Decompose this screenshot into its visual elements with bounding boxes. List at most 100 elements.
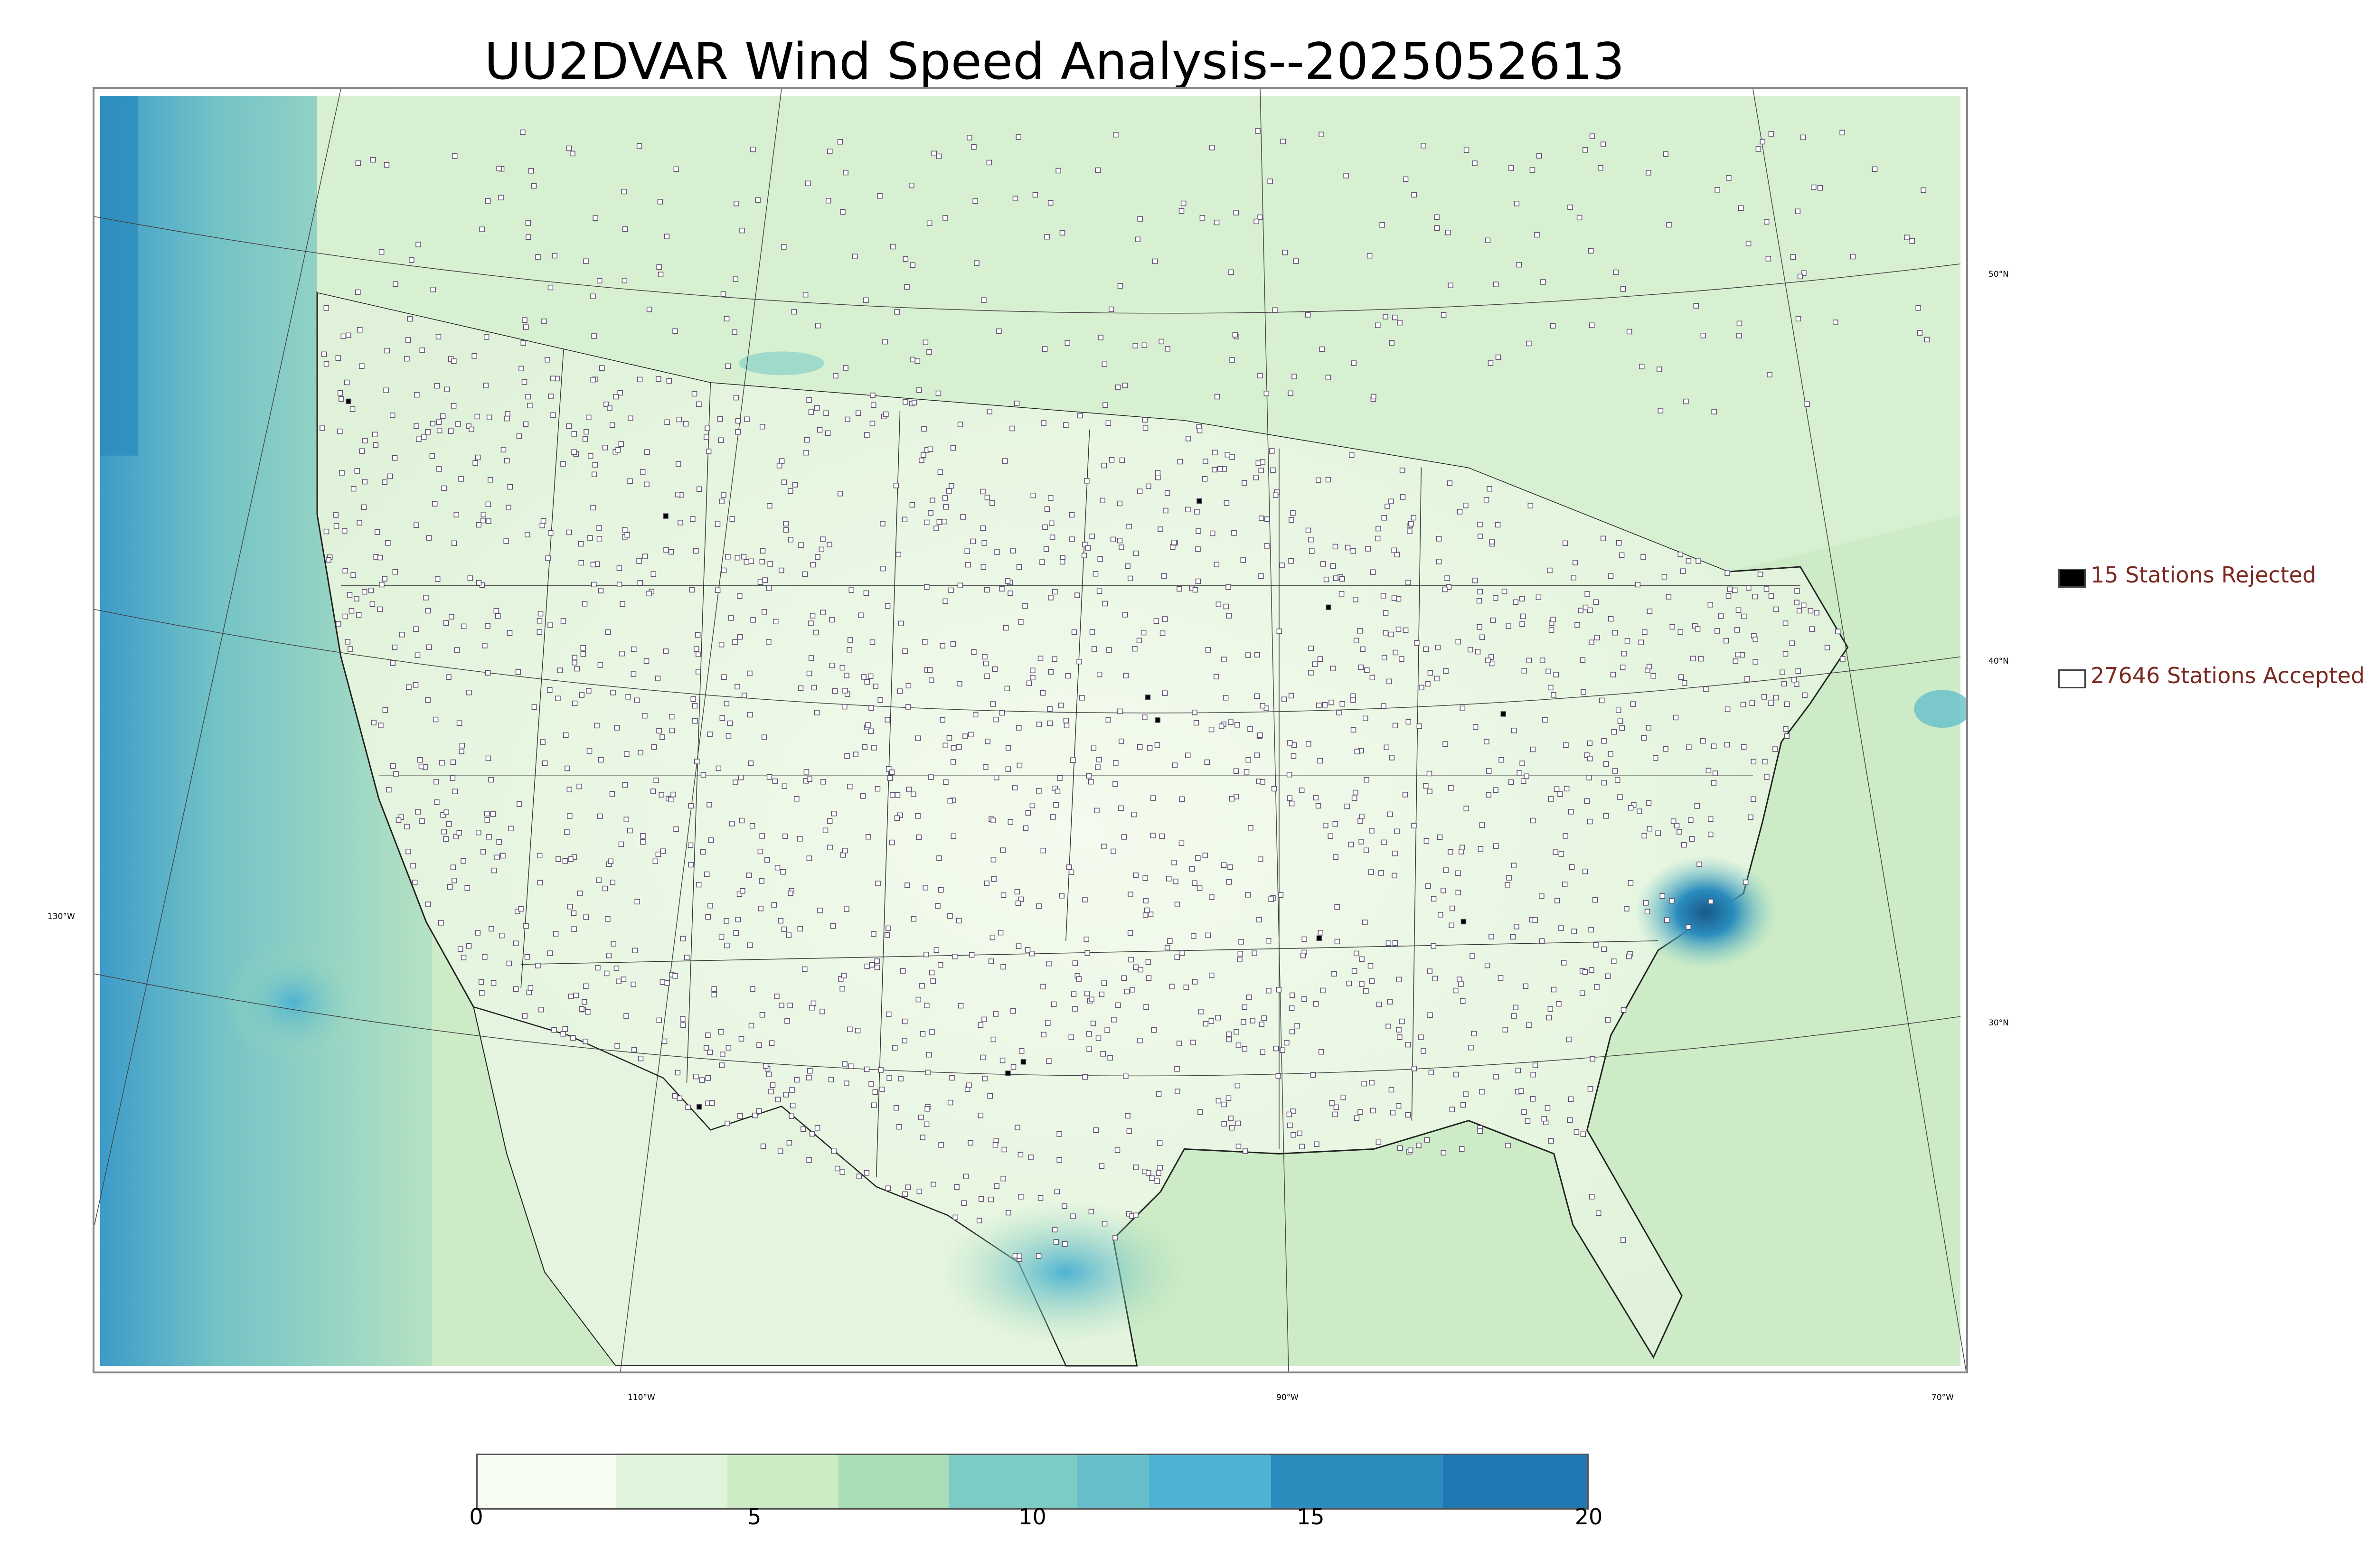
- station-marker: [838, 491, 843, 497]
- station-marker: [605, 916, 611, 922]
- station-marker: [1547, 567, 1553, 573]
- station-marker: [747, 670, 753, 676]
- station-marker: [940, 643, 945, 649]
- station-marker: [392, 569, 398, 575]
- station-marker: [1117, 500, 1123, 507]
- station-marker: [1091, 646, 1097, 652]
- station-marker: [1334, 939, 1340, 945]
- station-marker: [618, 841, 624, 847]
- station-marker: [735, 917, 741, 922]
- station-marker: [537, 610, 544, 617]
- station-marker: [1557, 791, 1563, 797]
- station-marker: [472, 460, 478, 466]
- station-marker: [915, 813, 921, 819]
- station-marker: [1435, 645, 1441, 650]
- station-marker: [737, 1113, 743, 1119]
- station-marker: [383, 387, 389, 393]
- station-marker: [1000, 964, 1006, 970]
- station-marker: [1486, 768, 1492, 774]
- station-marker: [989, 935, 996, 940]
- station-marker: [1794, 588, 1800, 594]
- station-marker: [783, 1092, 789, 1098]
- station-marker: [1396, 976, 1402, 983]
- station-marker: [1155, 475, 1161, 480]
- station-marker: [1301, 996, 1307, 1002]
- station-marker: [990, 1036, 997, 1042]
- station-marker: [571, 910, 577, 916]
- station-marker: [943, 504, 949, 510]
- station-marker: [871, 931, 876, 937]
- station-marker: [839, 665, 846, 671]
- station-marker: [1381, 703, 1386, 709]
- station-marker: [721, 674, 727, 680]
- station-marker: [705, 425, 710, 432]
- station-marker: [1394, 552, 1400, 557]
- station-marker: [1252, 950, 1257, 956]
- station-marker: [993, 775, 999, 780]
- station-marker: [417, 757, 423, 763]
- station-marker: [1287, 1122, 1293, 1128]
- station-marker: [864, 1066, 870, 1072]
- station-marker: [484, 811, 490, 817]
- station-marker: [1768, 131, 1774, 137]
- station-marker: [874, 958, 880, 964]
- station-marker: [1228, 1116, 1234, 1121]
- station-marker: [1052, 589, 1058, 595]
- station-marker: [345, 639, 350, 645]
- station-marker: [815, 554, 820, 560]
- station-marker: [526, 234, 531, 240]
- plains-wind-patch: [739, 351, 824, 376]
- station-marker: [1058, 703, 1064, 708]
- station-marker: [396, 817, 402, 823]
- station-marker: [820, 1008, 825, 1014]
- station-marker: [1328, 699, 1334, 705]
- station-marker: [772, 619, 779, 625]
- station-marker: [1361, 1080, 1367, 1087]
- station-marker: [1171, 860, 1177, 865]
- station-marker: [921, 426, 927, 432]
- station-marker: [693, 548, 699, 554]
- station-marker: [1242, 480, 1247, 486]
- station-marker: [389, 413, 396, 418]
- station-marker: [885, 717, 890, 723]
- station-marker: [889, 770, 895, 775]
- station-marker: [664, 980, 670, 986]
- map-panel[interactable]: [93, 87, 1968, 1373]
- station-marker: [1663, 151, 1668, 157]
- station-marker: [1071, 629, 1077, 635]
- station-marker: [1325, 477, 1331, 483]
- station-marker: [1733, 658, 1739, 664]
- station-marker: [528, 168, 534, 174]
- station-marker: [958, 1003, 964, 1009]
- station-marker: [516, 433, 522, 439]
- station-marker: [926, 349, 932, 355]
- station-marker: [582, 999, 587, 1005]
- station-marker: [339, 396, 344, 402]
- station-marker: [1196, 428, 1203, 433]
- station-marker: [1115, 385, 1121, 390]
- station-marker: [348, 646, 353, 652]
- station-marker: [1142, 714, 1148, 720]
- station-marker: [887, 775, 893, 781]
- station-marker: [1143, 1004, 1149, 1010]
- station-marker: [573, 993, 579, 998]
- station-marker: [1563, 833, 1568, 839]
- station-marker: [978, 1112, 984, 1118]
- station-marker: [1553, 672, 1559, 677]
- station-marker: [1323, 576, 1329, 582]
- station-marker: [1790, 254, 1796, 260]
- station-marker: [1003, 625, 1009, 631]
- station-marker: [333, 512, 339, 518]
- station-marker: [1016, 564, 1022, 570]
- station-marker: [582, 436, 588, 442]
- station-marker: [644, 449, 650, 455]
- station-marker: [921, 452, 926, 458]
- station-marker: [1470, 953, 1475, 959]
- station-marker: [1616, 540, 1622, 546]
- station-marker: [566, 145, 572, 151]
- atlantic-wind-patch: [1914, 690, 1966, 728]
- station-marker: [1036, 788, 1042, 794]
- station-marker: [706, 449, 712, 454]
- station-marker: [794, 796, 800, 802]
- station-marker: [1100, 1051, 1106, 1057]
